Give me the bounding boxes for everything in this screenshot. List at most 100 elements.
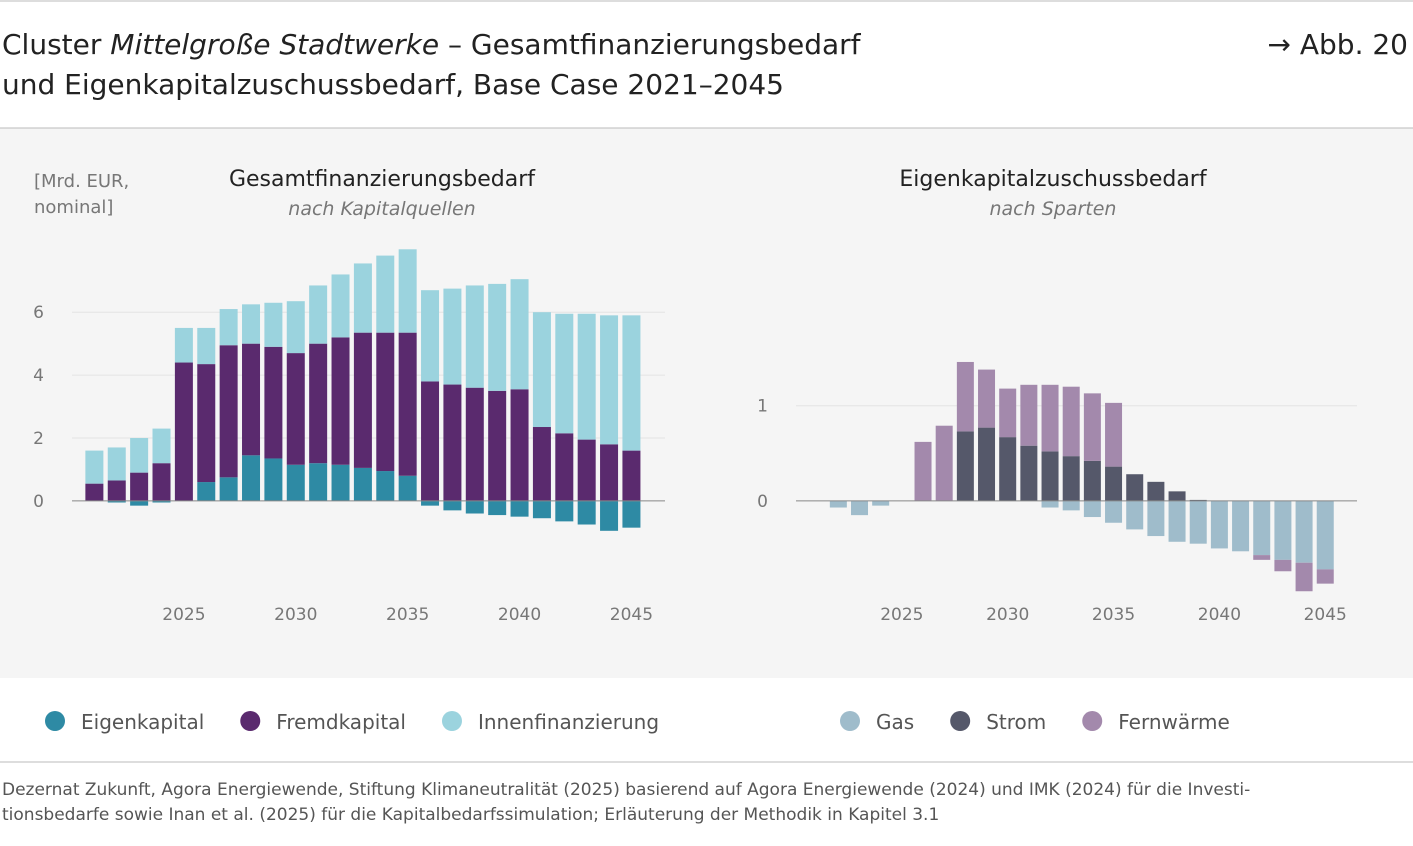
bar [443,384,462,501]
bar [1083,500,1101,518]
bar [510,279,529,390]
bar [1041,384,1059,452]
legend-label: Gas [876,710,914,734]
bar [465,500,484,514]
bar [555,500,574,522]
bar [152,428,171,464]
bar [1020,445,1038,501]
bar [1105,402,1123,467]
bar [1041,500,1059,508]
x-tick-label: 2045 [1304,605,1347,625]
y-tick-label: 0 [33,492,44,512]
title-part: – Gesamtfinanzierungsbedarf [439,28,862,61]
bar [1105,466,1123,501]
y-tick-label: 6 [33,303,44,323]
bar [1062,500,1080,511]
bar [197,364,216,483]
bar [1126,474,1144,501]
bar [1253,555,1271,560]
bar [130,472,149,501]
page-title: Cluster Mittelgroße Stadtwerke – Gesamtf… [2,28,862,61]
bar [1020,384,1038,446]
bar [331,337,350,465]
x-tick-label: 2035 [1092,605,1135,625]
bar [956,431,974,501]
x-tick-label: 2040 [498,605,541,625]
bar [398,332,417,476]
bar [1274,500,1292,560]
bar [555,433,574,501]
bar [510,389,529,501]
bar [510,500,529,517]
bar [309,463,328,501]
bar [219,477,238,501]
x-tick-label: 2035 [386,605,429,625]
bar [488,390,507,501]
bar [600,315,619,445]
y-tick-label: 2 [33,429,44,449]
y-axis-label: [Mrd. EUR, nominal] [34,171,129,218]
bar [376,255,395,333]
chart-title: Eigenkapitalzuschussbedarf [899,167,1207,192]
bar [219,309,238,346]
chart-title: Gesamtfinanzierungsbedarf [229,167,536,192]
bar [1168,491,1186,501]
bar [956,361,974,432]
bar [488,283,507,391]
bar [1083,393,1101,461]
title-part: Mittelgroße Stadtwerke [110,28,439,61]
bar [577,500,596,525]
bar [1316,569,1334,584]
bar [1105,500,1123,523]
chart-subtitle: nach Sparten [990,198,1117,220]
y-tick-label: 0 [757,492,768,512]
page-title: und Eigenkapitalzuschussbedarf, Base Cas… [2,68,784,101]
bar [1083,460,1101,501]
bar [1041,451,1059,501]
x-tick-label: 2030 [274,605,317,625]
bar [1295,562,1313,592]
bar [107,480,126,501]
bar [1062,456,1080,501]
bar [107,447,126,481]
x-tick-label: 2025 [880,605,923,625]
legend-label: Eigenkapital [81,710,204,734]
bar [376,471,395,501]
bar [174,327,193,363]
bar [421,381,440,501]
bar [85,483,104,501]
bar [1316,500,1334,570]
bar [421,290,440,382]
bar [532,427,551,501]
bar [829,500,847,508]
figure-ref: → Abb. 20 [1268,28,1409,61]
bar [443,288,462,385]
legend-marker [240,711,261,731]
bar [999,388,1017,438]
legend-marker [441,711,462,731]
bar [978,369,996,428]
bar [353,263,372,333]
bar [421,500,440,506]
y-tick-label: 4 [33,366,44,386]
bar [622,500,641,528]
bar [851,500,869,516]
bar [622,315,641,451]
bar [914,441,932,501]
bar [600,444,619,501]
legend-label: Innenfinanzierung [478,710,659,734]
bar [309,285,328,344]
y-tick-label: 1 [757,397,768,417]
source: tionsbedarfe sowie Inan et al. (2025) fü… [2,805,939,825]
bar [532,312,551,428]
bar [1210,500,1228,549]
bar [353,332,372,468]
bar [174,362,193,501]
bar [1126,500,1144,530]
x-tick-label: 2045 [610,605,653,625]
x-tick-label: 2030 [986,605,1029,625]
bar [872,500,890,506]
bar [1147,500,1165,537]
bar [935,425,953,501]
